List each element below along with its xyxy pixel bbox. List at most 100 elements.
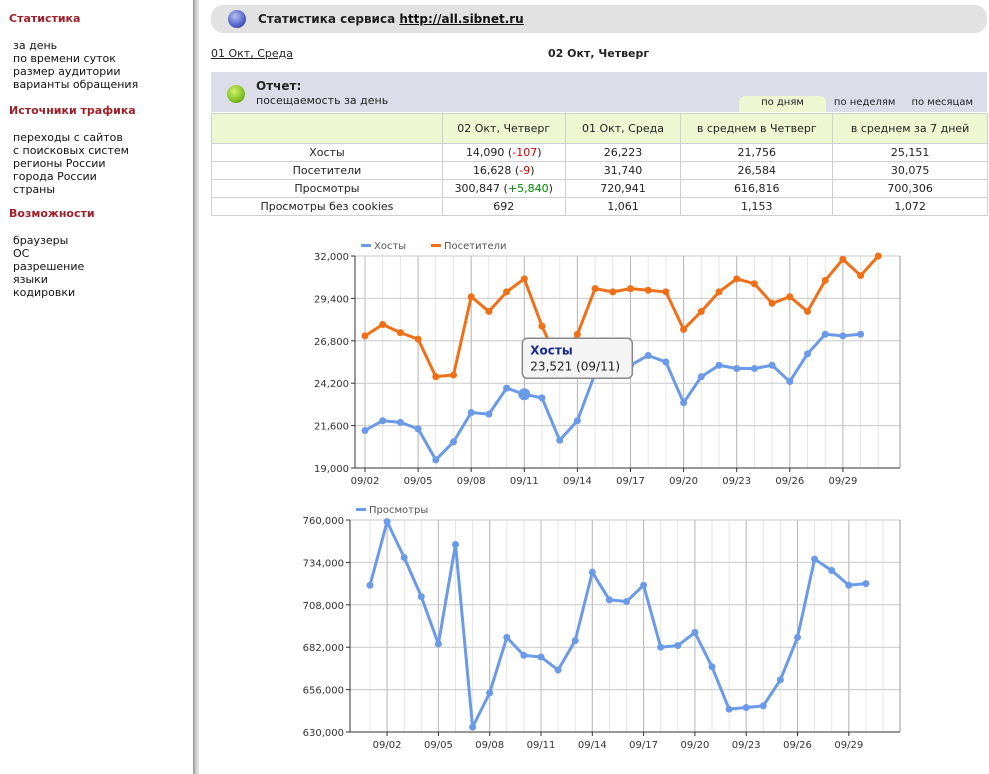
- data-point: [379, 320, 387, 328]
- table-cell: 1,072: [832, 197, 988, 216]
- table-row: Просмотры 300,847 (+5,840) 720,941 616,816 7…: [211, 179, 988, 198]
- tooltip: Хосты 23,521 (09/11): [521, 337, 634, 380]
- table-row: Посетители 16,628 (-9) 31,740 26,584 30,075: [211, 161, 988, 180]
- table-cell: 700,306: [832, 179, 988, 198]
- x-tick-label: 09/17: [629, 740, 658, 751]
- y-tick-label: 32,000: [314, 252, 349, 263]
- data-point: [662, 358, 670, 366]
- sidebar-link[interactable]: по времени суток: [13, 52, 116, 65]
- table-cell: 720,941: [564, 179, 682, 198]
- series-line: [368, 520, 867, 729]
- data-point: [644, 351, 652, 359]
- data-point: [662, 288, 670, 296]
- data-point: [414, 425, 422, 433]
- sidebar-link[interactable]: переходы с сайтов: [13, 131, 123, 144]
- data-point: [715, 288, 723, 296]
- data-point: [432, 456, 440, 464]
- sidebar-link[interactable]: варианты обращения: [13, 78, 139, 91]
- data-point: [605, 596, 613, 604]
- tooltip-box: [521, 337, 634, 380]
- report-header: Отчет: посещаемость за день по дням по не…: [211, 72, 987, 112]
- sidebar-link[interactable]: города России: [13, 170, 97, 183]
- y-tick-label: 734,000: [303, 558, 344, 569]
- sidebar-link[interactable]: регионы России: [13, 157, 106, 170]
- x-tick-label: 09/20: [669, 476, 698, 487]
- sidebar-link[interactable]: кодировки: [13, 286, 76, 299]
- x-tick-label: 09/08: [475, 740, 504, 751]
- y-tick-label: 630,000: [303, 728, 344, 739]
- data-point: [623, 598, 630, 606]
- data-point: [588, 568, 596, 576]
- sidebar-link[interactable]: языки: [13, 273, 48, 286]
- sidebar-link[interactable]: браузеры: [13, 234, 69, 247]
- x-tick-label: 09/11: [510, 476, 539, 487]
- data-point: [742, 704, 750, 712]
- data-point: [503, 633, 511, 641]
- data-point: [828, 567, 836, 575]
- table-cell: 31,740: [564, 161, 682, 180]
- cell-value: 692: [493, 200, 515, 213]
- table-cell: Посетители: [211, 161, 443, 180]
- blue-ball-icon: [228, 10, 246, 28]
- tab-2[interactable]: по месяцам: [911, 97, 973, 108]
- data-point: [725, 705, 733, 713]
- sidebar-link[interactable]: страны: [13, 183, 56, 196]
- data-point: [503, 288, 511, 296]
- tab-0[interactable]: по дням: [739, 96, 826, 112]
- x-tick-label: 09/11: [527, 740, 556, 751]
- data-point: [691, 629, 699, 637]
- x-tick-label: 09/02: [373, 740, 402, 751]
- cell-value: 26,584: [737, 164, 777, 177]
- sidebar-link[interactable]: размер аудитории: [13, 65, 121, 78]
- table-cell: Просмотры без cookies: [211, 197, 443, 216]
- x-tick-label: 09/05: [404, 476, 433, 487]
- data-point: [434, 640, 442, 648]
- table-cell: 616,816: [680, 179, 834, 198]
- tooltip-text: 23,521 (09/11): [530, 359, 620, 373]
- data-point: [366, 581, 374, 589]
- prev-day-link[interactable]: 01 Окт, Среда: [211, 47, 293, 60]
- y-tick-label: 760,000: [303, 516, 344, 527]
- cell-value: Просмотры без cookies: [260, 200, 394, 213]
- table-cell: 1,061: [564, 197, 682, 216]
- delta-value: -107: [512, 146, 538, 159]
- data-point: [485, 410, 493, 418]
- data-point: [609, 288, 617, 296]
- column-header: в среднем в Четверг: [680, 113, 834, 144]
- cell-value: 31,740: [603, 164, 643, 177]
- cell-value: Посетители: [292, 164, 362, 177]
- table-cell: 1,153: [680, 197, 834, 216]
- sidebar-section: Источники трафика переходы с сайтов с поис…: [0, 104, 136, 196]
- service-link[interactable]: http://all.sibnet.ru: [399, 12, 524, 26]
- service-header: Статистика сервиса http://all.sibnet.ru: [211, 5, 987, 33]
- cell-value: Хосты: [309, 146, 345, 159]
- highlighted-point: [518, 388, 531, 401]
- data-point: [811, 555, 819, 563]
- report-title: Отчет:: [256, 79, 302, 93]
- x-tick-label: 09/17: [616, 476, 645, 487]
- sidebar-link[interactable]: ОС: [13, 247, 30, 260]
- data-point: [786, 293, 794, 301]
- data-point: [786, 378, 794, 386]
- legend-label: Хосты: [374, 241, 406, 252]
- report-subtitle: посещаемость за день: [256, 94, 389, 107]
- service-title: Статистика сервиса http://all.sibnet.ru: [258, 12, 524, 26]
- data-point: [417, 593, 425, 601]
- data-point: [857, 272, 865, 280]
- table-cell: 16,628 (-9): [441, 161, 566, 180]
- data-point: [361, 426, 369, 434]
- sidebar-link[interactable]: за день: [13, 39, 58, 52]
- hosts-visitors-chart: 19,000 21,600 24,200 26,800 29,400 32,000 09/0…: [314, 241, 901, 487]
- table-cell: 692: [441, 197, 566, 216]
- cell-value: 300,847: [454, 182, 501, 195]
- tab-1[interactable]: по неделям: [833, 97, 896, 108]
- sidebar-link[interactable]: разрешение: [13, 260, 85, 273]
- y-tick-label: 21,600: [314, 422, 349, 433]
- x-tick-label: 09/29: [828, 476, 857, 487]
- cell-value: 30,075: [890, 164, 930, 177]
- table-header-row: 02 Окт, Четверг 01 Окт, Среда в среднем в …: [211, 113, 988, 144]
- data-point: [776, 676, 784, 684]
- sidebar-link[interactable]: с поисковых систем: [13, 144, 129, 157]
- sidebar-shadow: [193, 0, 199, 774]
- sidebar-list: переходы с сайтов с поисковых систем регио…: [13, 131, 136, 196]
